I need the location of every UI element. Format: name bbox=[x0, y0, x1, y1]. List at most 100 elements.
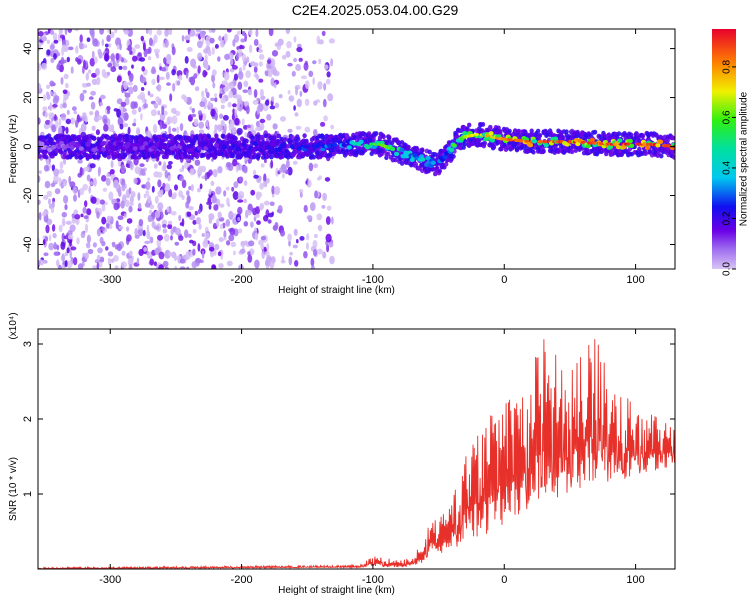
heatmap-cell bbox=[195, 257, 202, 264]
y-tick-label: 1 bbox=[22, 491, 34, 497]
heatmap-cell bbox=[73, 194, 77, 202]
heatmap-cell bbox=[101, 216, 107, 225]
heatmap-cell bbox=[304, 98, 310, 107]
heatmap-cell bbox=[71, 213, 76, 219]
heatmap-cell bbox=[41, 36, 48, 42]
heatmap-cell bbox=[498, 129, 503, 134]
heatmap-cell bbox=[642, 141, 648, 147]
heatmap-cell bbox=[95, 68, 100, 76]
heatmap-cell bbox=[322, 192, 327, 202]
heatmap-cell bbox=[85, 142, 91, 147]
heatmap-cell bbox=[84, 252, 89, 260]
heatmap-cell bbox=[189, 106, 193, 111]
heatmap-cell bbox=[243, 180, 248, 186]
heatmap-cell bbox=[303, 62, 309, 71]
heatmap-cell bbox=[89, 29, 95, 36]
heatmap-cell bbox=[256, 106, 260, 116]
heatmap-cell bbox=[157, 110, 160, 116]
heatmap-cell bbox=[230, 119, 235, 128]
heatmap-cell bbox=[256, 220, 261, 225]
colorbar bbox=[712, 29, 736, 269]
heatmap-cell bbox=[111, 147, 117, 152]
heatmap-cell bbox=[321, 205, 326, 209]
colorbar-tick-label: 0.0 bbox=[722, 262, 733, 276]
heatmap-cell bbox=[159, 149, 165, 155]
heatmap-cell bbox=[274, 42, 280, 47]
heatmap-cell bbox=[212, 82, 216, 89]
heatmap-cell bbox=[141, 171, 146, 176]
heatmap-cell bbox=[190, 58, 197, 68]
heatmap-cell bbox=[103, 124, 109, 132]
heatmap-cell bbox=[97, 167, 101, 177]
heatmap-cell bbox=[62, 89, 68, 95]
heatmap-cell bbox=[316, 248, 323, 255]
heatmap-cell bbox=[114, 265, 119, 269]
heatmap-cell bbox=[287, 233, 292, 242]
heatmap-cell bbox=[246, 133, 250, 138]
heatmap-cell bbox=[83, 44, 88, 49]
heatmap-cell bbox=[89, 163, 96, 169]
heatmap-cell bbox=[53, 175, 59, 183]
heatmap-cell bbox=[238, 191, 245, 199]
heatmap-cell bbox=[66, 260, 73, 269]
heatmap-cell bbox=[91, 136, 97, 142]
heatmap-cell bbox=[247, 254, 253, 263]
heatmap-cell bbox=[214, 97, 218, 103]
heatmap-cell bbox=[296, 43, 302, 48]
heatmap-cell bbox=[92, 38, 99, 47]
heatmap-cell bbox=[99, 102, 104, 106]
heatmap-cell bbox=[541, 148, 546, 154]
heatmap-cell bbox=[237, 216, 241, 222]
heatmap-cell bbox=[313, 100, 318, 106]
heatmap-cell bbox=[185, 70, 189, 79]
heatmap-cell bbox=[312, 77, 316, 86]
heatmap-cell bbox=[220, 97, 226, 104]
heatmap-cell bbox=[176, 80, 181, 86]
chart-title: C2E4.2025.053.04.00.G29 bbox=[291, 2, 459, 18]
heatmap-cell bbox=[198, 129, 205, 134]
heatmap-cell bbox=[237, 71, 244, 80]
heatmap-cell bbox=[252, 169, 257, 176]
heatmap-cell bbox=[221, 80, 228, 86]
heatmap-cell bbox=[318, 39, 324, 45]
heatmap-cell bbox=[173, 253, 177, 262]
heatmap-cell bbox=[136, 127, 141, 135]
heatmap-cell bbox=[266, 265, 270, 269]
heatmap-cell bbox=[73, 257, 78, 266]
heatmap-cell bbox=[195, 217, 201, 225]
colorbar-tick-label: 0.2 bbox=[722, 211, 733, 225]
heatmap-cell bbox=[220, 39, 225, 48]
heatmap-cell bbox=[205, 119, 209, 128]
heatmap-cell bbox=[70, 117, 76, 125]
heatmap-cell bbox=[250, 189, 256, 196]
heatmap-cell bbox=[414, 145, 419, 151]
heatmap-cell bbox=[69, 249, 72, 259]
heatmap-cell bbox=[358, 139, 364, 144]
heatmap-cell bbox=[147, 177, 151, 182]
heatmap-cell bbox=[145, 181, 151, 191]
heatmap-cell bbox=[91, 50, 95, 59]
heatmap-cell bbox=[78, 41, 83, 50]
heatmap-cell bbox=[320, 121, 326, 127]
heatmap-cell bbox=[45, 159, 50, 166]
heatmap-cell bbox=[232, 103, 237, 108]
heatmap-cell bbox=[442, 154, 448, 160]
heatmap-cell bbox=[210, 108, 216, 117]
heatmap-cell bbox=[109, 31, 115, 38]
heatmap-cell bbox=[223, 230, 227, 239]
heatmap-cell bbox=[163, 234, 170, 242]
heatmap-cell bbox=[153, 48, 160, 54]
heatmap-cell bbox=[237, 199, 244, 203]
heatmap-cell bbox=[223, 190, 227, 197]
heatmap-cell bbox=[79, 92, 85, 102]
heatmap-cell bbox=[144, 202, 150, 208]
heatmap-cell bbox=[99, 256, 105, 263]
heatmap-cell bbox=[50, 207, 55, 214]
x-tick-label: 0 bbox=[501, 574, 507, 586]
heatmap-cell bbox=[188, 186, 192, 191]
heatmap-cell bbox=[243, 198, 248, 204]
heatmap-cell bbox=[168, 161, 173, 165]
heatmap-cell bbox=[194, 86, 200, 92]
heatmap-cell bbox=[72, 106, 77, 111]
heatmap-cell bbox=[38, 170, 42, 175]
